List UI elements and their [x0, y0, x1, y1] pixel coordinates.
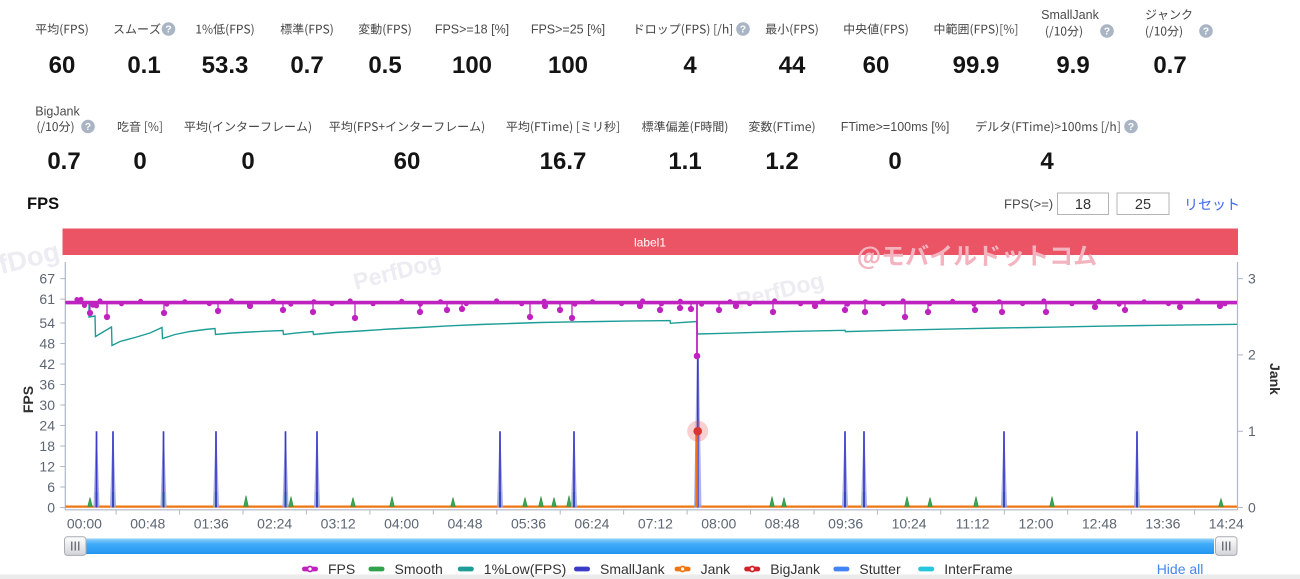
svg-text:18: 18: [1075, 197, 1091, 213]
svg-text:?: ?: [1104, 26, 1110, 38]
svg-text:61: 61: [39, 291, 55, 307]
svg-text:InterFrame: InterFrame: [944, 561, 1013, 577]
svg-text:09:36: 09:36: [828, 516, 863, 532]
svg-text:05:36: 05:36: [511, 516, 546, 532]
svg-text:0.5: 0.5: [368, 52, 401, 79]
svg-text:07:12: 07:12: [638, 516, 673, 532]
svg-text:14:24: 14:24: [1209, 516, 1244, 532]
svg-text:00:48: 00:48: [130, 516, 165, 532]
svg-text:2: 2: [1248, 347, 1256, 363]
svg-text:3: 3: [1248, 270, 1256, 286]
svg-text:24: 24: [39, 417, 55, 433]
svg-text:BigJank: BigJank: [770, 561, 821, 577]
svg-text:FPS: FPS: [20, 386, 36, 413]
svg-text:Jank: Jank: [1267, 363, 1283, 395]
svg-text:00:00: 00:00: [67, 516, 102, 532]
svg-text:60: 60: [49, 52, 76, 79]
svg-text:100: 100: [452, 52, 492, 79]
svg-text:0: 0: [47, 499, 55, 515]
svg-text:10:24: 10:24: [892, 516, 927, 532]
svg-text:FPS(>=): FPS(>=): [1004, 197, 1053, 212]
svg-text:Jank: Jank: [701, 561, 732, 577]
svg-text:6: 6: [47, 479, 55, 495]
svg-text:60: 60: [863, 52, 890, 79]
svg-text:1.1: 1.1: [668, 148, 701, 175]
svg-text:9.9: 9.9: [1056, 52, 1089, 79]
svg-text:12:48: 12:48: [1082, 516, 1117, 532]
svg-text:?: ?: [165, 24, 171, 36]
svg-text:Stutter: Stutter: [859, 561, 901, 577]
svg-text:13:36: 13:36: [1145, 516, 1180, 532]
svg-text:0: 0: [888, 148, 901, 175]
svg-text:FPS>=18 [%]: FPS>=18 [%]: [435, 23, 509, 37]
svg-text:?: ?: [740, 24, 746, 36]
svg-text:06:24: 06:24: [574, 516, 609, 532]
svg-text:02:24: 02:24: [257, 516, 292, 532]
svg-text:0: 0: [1248, 499, 1256, 515]
svg-text:BigJank: BigJank: [35, 105, 80, 119]
svg-text:SmallJank: SmallJank: [600, 561, 666, 577]
svg-text:0.1: 0.1: [127, 52, 160, 79]
svg-text:Smooth: Smooth: [395, 561, 443, 577]
svg-text:60: 60: [394, 148, 421, 175]
svg-text:67: 67: [39, 270, 55, 286]
svg-text:04:00: 04:00: [384, 516, 419, 532]
svg-text:99.9: 99.9: [953, 52, 1000, 79]
svg-text:48: 48: [39, 335, 55, 351]
svg-text:FPS>=25 [%]: FPS>=25 [%]: [531, 23, 605, 37]
svg-text:18: 18: [39, 438, 55, 454]
svg-text:4: 4: [1040, 148, 1054, 175]
svg-text:12:00: 12:00: [1018, 516, 1053, 532]
svg-text:03:12: 03:12: [321, 516, 356, 532]
svg-text:30: 30: [39, 397, 55, 413]
svg-text:16.7: 16.7: [540, 148, 587, 175]
svg-text:25: 25: [1135, 197, 1151, 213]
svg-text:08:48: 08:48: [765, 516, 800, 532]
svg-text:01:36: 01:36: [194, 516, 229, 532]
svg-text:54: 54: [39, 315, 55, 331]
svg-text:04:48: 04:48: [447, 516, 482, 532]
svg-text:0: 0: [133, 148, 146, 175]
svg-text:FPS: FPS: [27, 195, 59, 213]
svg-text:11:12: 11:12: [956, 516, 990, 532]
svg-text:Hide all: Hide all: [1157, 561, 1204, 577]
svg-text:SmallJank: SmallJank: [1041, 8, 1099, 22]
svg-text:53.3: 53.3: [202, 52, 249, 79]
svg-text:36: 36: [39, 376, 55, 392]
svg-text:4: 4: [683, 52, 697, 79]
svg-text:1: 1: [1248, 423, 1256, 439]
svg-text:1.2: 1.2: [765, 148, 798, 175]
svg-text:0: 0: [241, 148, 254, 175]
svg-text:?: ?: [1203, 26, 1209, 38]
svg-text:100: 100: [548, 52, 588, 79]
svg-text:12: 12: [39, 458, 55, 474]
svg-text:44: 44: [779, 52, 806, 79]
svg-text:08:00: 08:00: [701, 516, 736, 532]
svg-text:0.7: 0.7: [290, 52, 323, 79]
svg-text:label1: label1: [634, 236, 666, 250]
svg-text:0.7: 0.7: [1153, 52, 1186, 79]
svg-text:1%Low(FPS): 1%Low(FPS): [484, 561, 566, 577]
svg-text:FPS: FPS: [328, 561, 355, 577]
svg-text:FTime>=100ms [%]: FTime>=100ms [%]: [841, 120, 950, 134]
svg-text:42: 42: [39, 356, 55, 372]
svg-text:?: ?: [85, 121, 91, 133]
svg-text:0.7: 0.7: [47, 148, 80, 175]
svg-text:?: ?: [1128, 121, 1134, 133]
